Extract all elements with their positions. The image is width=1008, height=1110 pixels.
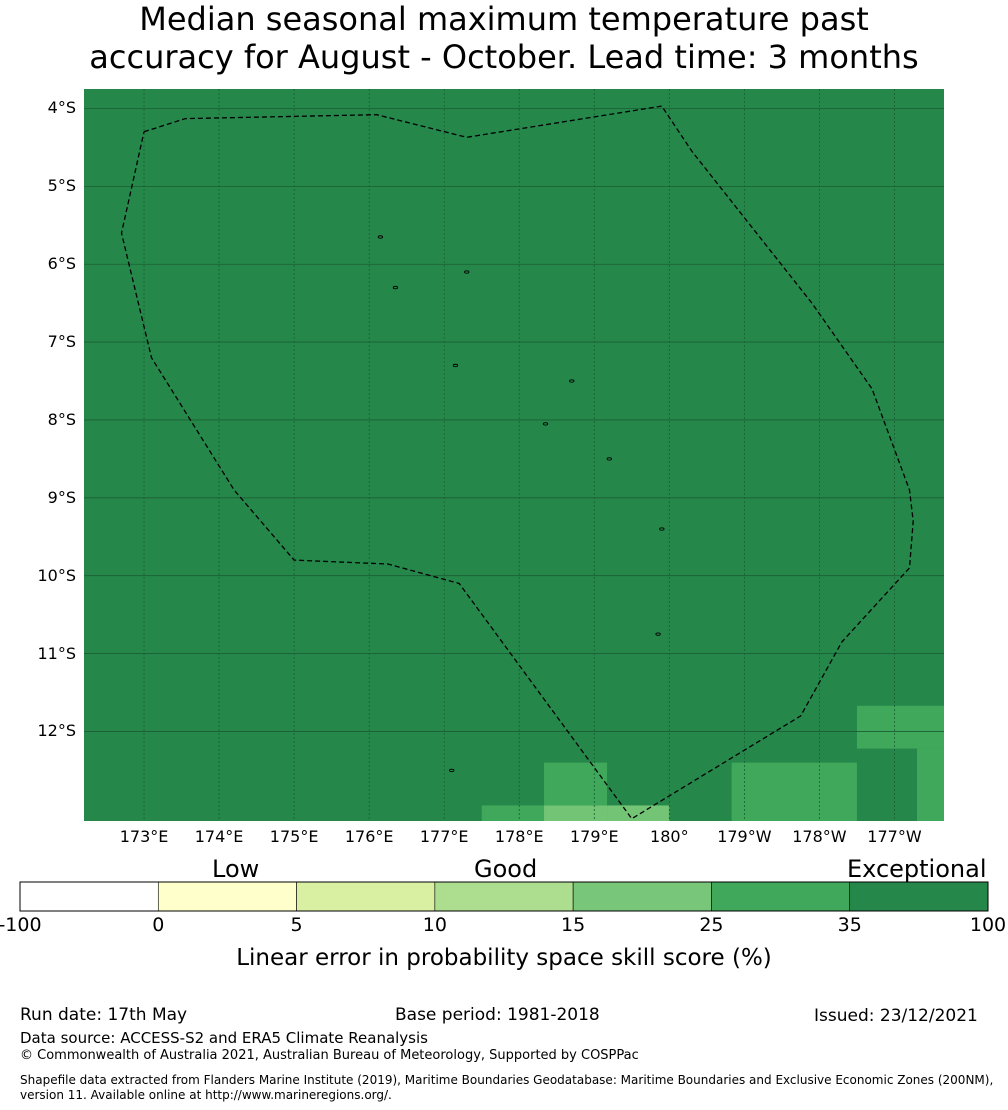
map-content: [84, 89, 944, 821]
lon-label: 176°E: [344, 827, 394, 846]
lon-label: 173°E: [119, 827, 169, 846]
skill-cell-0: [481, 805, 545, 821]
island-9: [449, 768, 455, 773]
colorbar-tick-label: 25: [699, 914, 724, 936]
colorbar-segment-2: [296, 881, 436, 912]
title-line-1: Median seasonal maximum temperature past: [139, 0, 869, 38]
eez-boundary: [120, 105, 914, 820]
skill-cell-2: [607, 805, 670, 821]
colorbar-segment-6: [849, 881, 989, 912]
lon-label: 174°E: [194, 827, 244, 846]
lon-label: 178°E: [494, 827, 544, 846]
colorbar-tick-label: -100: [0, 914, 42, 936]
lat-label: 12°S: [37, 721, 76, 741]
run-date: Run date: 17th May: [20, 1005, 188, 1025]
lat-label: 8°S: [47, 409, 76, 429]
colorbar-tick-label: 15: [561, 914, 586, 936]
title-line-2: accuracy for August - October. Lead time…: [89, 38, 919, 76]
colorbar-tick-label: 5: [290, 914, 303, 936]
map-background: [84, 89, 944, 821]
lat-label: 7°S: [47, 332, 76, 352]
lat-label: 11°S: [37, 643, 76, 663]
colorbar-segment-5: [711, 881, 851, 912]
data-source: Data source: ACCESS-S2 and ERA5 Climate …: [20, 1029, 428, 1047]
skill-cell-1: [544, 805, 608, 821]
colorbar-segment-0: [19, 881, 159, 912]
copyright: © Commonwealth of Australia 2021, Austra…: [20, 1048, 639, 1063]
island-8: [655, 632, 661, 636]
island-3: [452, 363, 459, 368]
lat-label: 5°S: [47, 176, 76, 196]
lon-label: 179°W: [717, 827, 772, 846]
shapefile-credit-line-1: Shapefile data extracted from Flanders M…: [20, 1073, 994, 1087]
colorbar-tick-label: 100: [969, 914, 1007, 936]
map-layer: [84, 89, 944, 821]
lon-label: 180°: [650, 827, 689, 846]
shapefile-credit-line-2: version 11. Available online at http://w…: [20, 1088, 392, 1102]
island-1: [392, 285, 399, 290]
island-4: [569, 379, 575, 383]
island-7: [659, 527, 665, 531]
colorbar-segment-4: [572, 881, 712, 912]
category-good: Good: [474, 855, 538, 883]
lon-label: 177°W: [867, 827, 922, 846]
island-6: [606, 457, 612, 461]
lon-label: 178°W: [792, 827, 847, 846]
map-title: Median seasonal maximum temperature past…: [0, 0, 1008, 76]
colorbar-tick-label: 35: [837, 914, 862, 936]
lat-label: 6°S: [47, 254, 76, 274]
lat-label: 4°S: [47, 98, 76, 118]
skill-cell-6: [916, 748, 944, 821]
skill-cell-5: [856, 705, 944, 749]
colorbar-segment-3: [434, 881, 574, 912]
island-0: [377, 235, 384, 239]
colorbar: [19, 881, 989, 912]
colorbar-tick-label: 10: [422, 914, 447, 936]
lon-label: 177°E: [419, 827, 469, 846]
lon-label: 179°E: [569, 827, 619, 846]
island-2: [464, 270, 470, 274]
colorbar-frame: [19, 881, 989, 912]
skill-cell-3: [544, 762, 608, 806]
colorbar-segment-1: [157, 881, 297, 912]
lat-label: 9°S: [47, 487, 76, 507]
lat-label: 10°S: [37, 565, 76, 585]
skill-cell-4: [731, 762, 857, 821]
lon-label: 175°E: [269, 827, 319, 846]
colorbar-tick-label: 0: [152, 914, 165, 936]
category-exceptional: Exceptional: [847, 855, 987, 883]
base-period: Base period: 1981-2018: [395, 1005, 600, 1025]
issued-date: Issued: 23/12/2021: [814, 1006, 978, 1026]
island-5: [542, 422, 549, 426]
colorbar-title: Linear error in probability space skill …: [236, 945, 772, 971]
category-low: Low: [212, 855, 260, 883]
